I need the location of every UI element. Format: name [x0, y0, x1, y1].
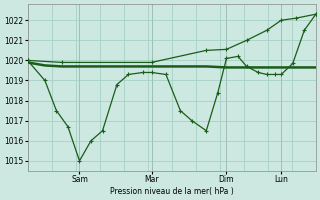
- X-axis label: Pression niveau de la mer( hPa ): Pression niveau de la mer( hPa ): [110, 187, 234, 196]
